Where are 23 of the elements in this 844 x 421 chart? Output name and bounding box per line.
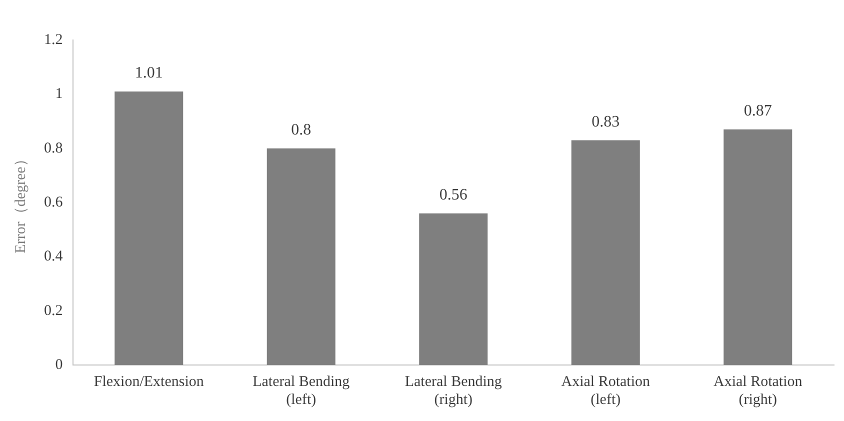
y-tick-label: 0 [55,356,63,373]
data-label: 1.01 [134,64,163,82]
data-label: 0.87 [744,102,772,120]
x-tick-label: Lateral Bending (left) [252,374,350,408]
bar [114,91,184,365]
data-label: 0.83 [592,113,620,130]
x-tick-label: Axial Rotation (right) [714,374,803,408]
x-tick-label: Lateral Bending (right) [404,374,502,408]
y-tick-label: 0.2 [44,302,63,319]
data-label: 0.8 [291,122,312,139]
data-label: 0.56 [439,186,468,204]
y-tick-label: 0.6 [44,194,64,210]
y-tick-label: 1.2 [44,32,63,48]
y-tick-label: 0.8 [44,140,63,156]
x-tick-label: Axial Rotation (left) [561,374,650,408]
bar [571,140,640,365]
bar [419,213,488,365]
y-tick-label: 1 [55,86,63,102]
y-axis-title: Error（degree） [12,152,29,254]
bar [266,148,336,365]
bar [724,129,792,365]
y-tick-label: 0.4 [44,248,64,265]
x-tick-label: Flexion/Extension [94,374,204,390]
